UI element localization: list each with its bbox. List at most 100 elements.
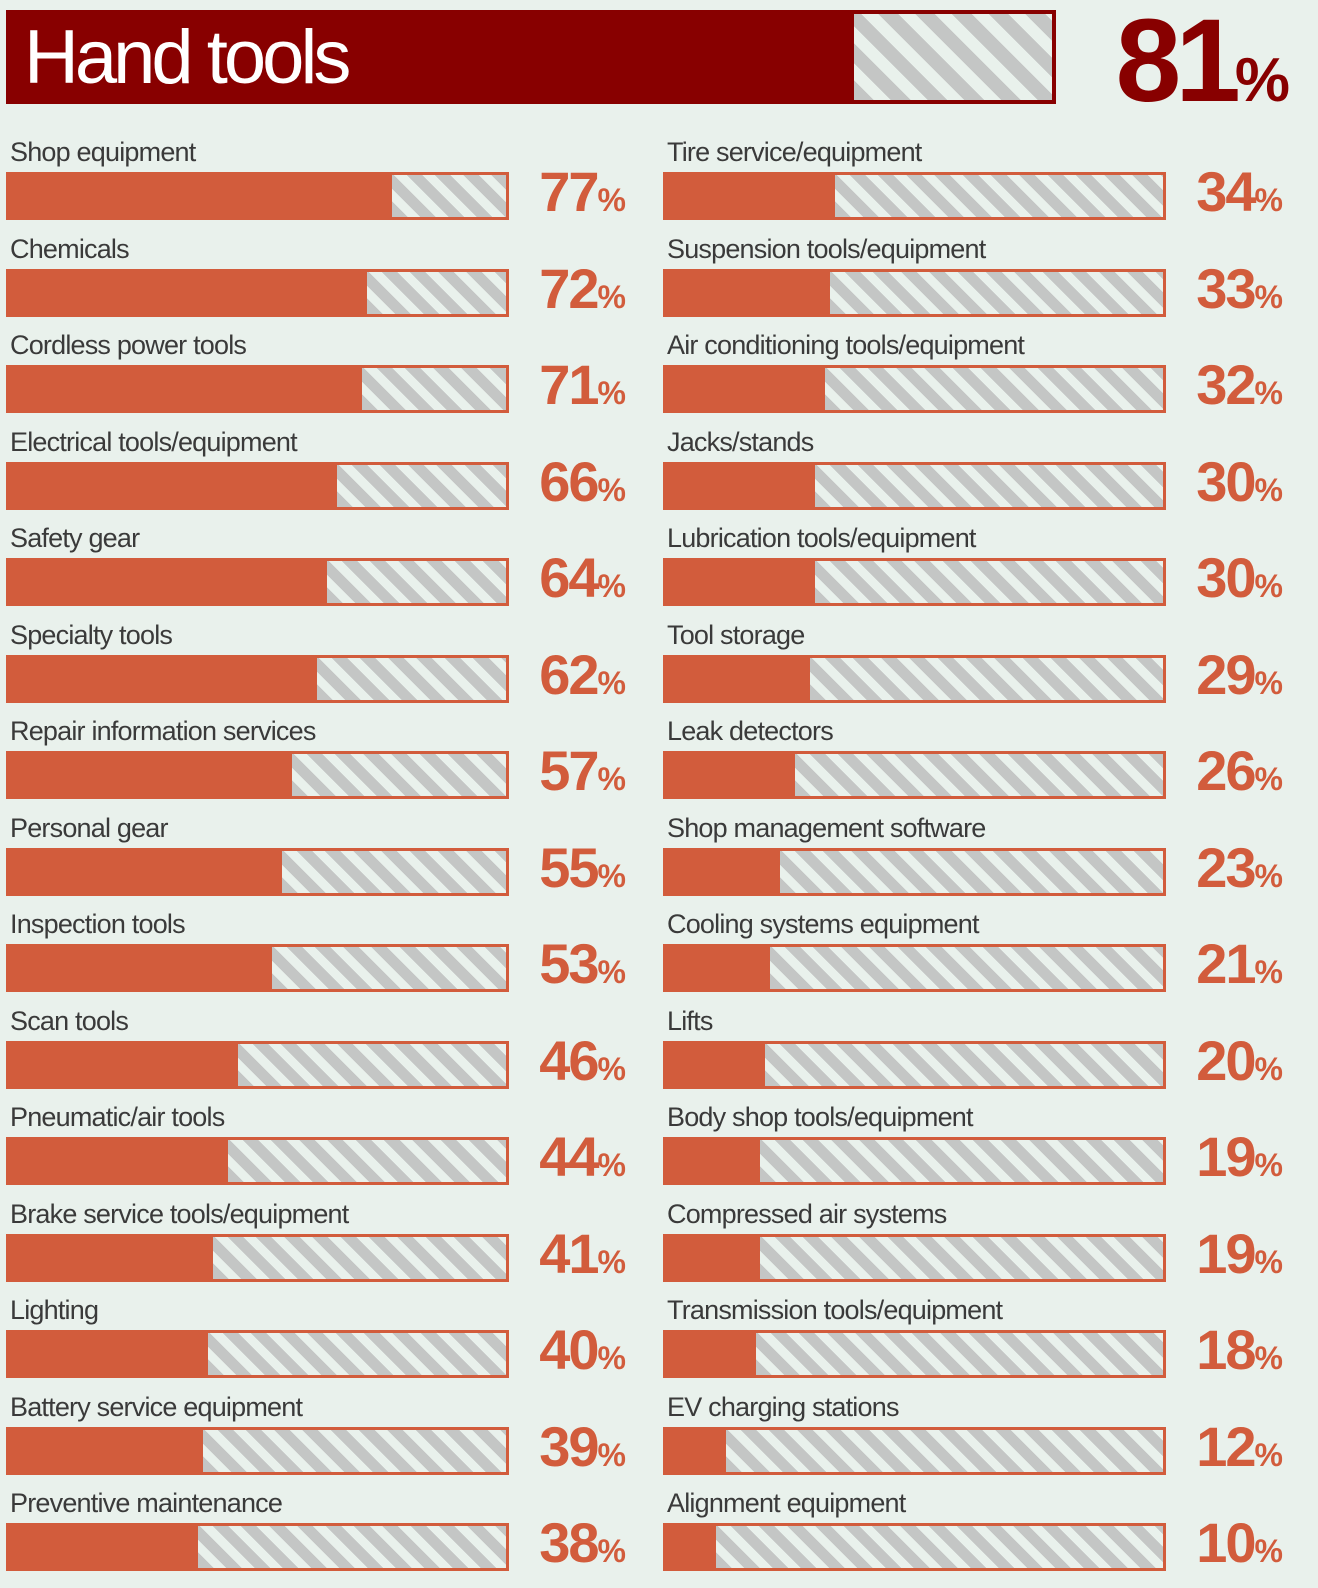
category-label: Lifts xyxy=(667,1006,713,1036)
bar-track xyxy=(6,558,509,606)
bar-fill xyxy=(666,368,825,410)
bar-remainder xyxy=(202,1430,506,1472)
bar-remainder xyxy=(825,368,1163,410)
value-label: 12% xyxy=(1196,1417,1283,1492)
bar-item: Tool storage 29% xyxy=(663,619,1283,715)
bar-remainder xyxy=(391,175,506,217)
value-number: 30 xyxy=(1196,546,1256,609)
value-label: 10% xyxy=(1196,1513,1283,1588)
category-label: Lubrication tools/equipment xyxy=(667,523,976,553)
percent-sign: % xyxy=(597,761,626,797)
category-label: Safety gear xyxy=(10,523,140,553)
bar-track xyxy=(663,1427,1166,1475)
category-label: Personal gear xyxy=(10,813,169,843)
bar-item: Suspension tools/equipment 33% xyxy=(663,233,1283,329)
value-label: 20% xyxy=(1196,1031,1283,1106)
bar-remainder xyxy=(282,851,506,893)
category-label: Specialty tools xyxy=(10,620,173,650)
bar-fill xyxy=(666,465,816,507)
value-label: 19% xyxy=(1196,1127,1283,1202)
value-label: 40% xyxy=(539,1320,626,1395)
bar-track xyxy=(663,1041,1166,1089)
value-label: 44% xyxy=(539,1127,626,1202)
bar-track xyxy=(6,365,509,413)
value-label: 33% xyxy=(1196,259,1283,334)
bar-track xyxy=(6,751,509,799)
bar-item: Pneumatic/air tools 44% xyxy=(6,1101,626,1197)
bar-remainder xyxy=(760,1237,1163,1279)
category-label: Tire service/equipment xyxy=(667,137,922,167)
bar-fill xyxy=(9,1140,228,1182)
value-number: 18 xyxy=(1196,1318,1256,1381)
bar-fill xyxy=(666,561,816,603)
value-label: 38% xyxy=(539,1513,626,1588)
bar-item: Compressed air systems 19% xyxy=(663,1198,1283,1294)
value-label: 53% xyxy=(539,934,626,1009)
bar-fill xyxy=(9,561,328,603)
value-number: 64 xyxy=(539,546,599,609)
value-number: 62 xyxy=(539,643,599,706)
bar-item: Tire service/equipment 34% xyxy=(663,136,1283,232)
bar-remainder xyxy=(810,658,1163,700)
bar-track xyxy=(6,944,509,992)
percent-sign: % xyxy=(1254,761,1283,797)
bar-item: Leak detectors 26% xyxy=(663,715,1283,811)
bar-remainder xyxy=(317,658,506,700)
value-number: 32 xyxy=(1196,353,1256,416)
percent-sign: % xyxy=(597,954,626,990)
bar-remainder xyxy=(715,1526,1163,1568)
value-number: 30 xyxy=(1196,450,1256,513)
category-label: Cordless power tools xyxy=(10,330,247,360)
value-number: 26 xyxy=(1196,739,1256,802)
bar-track xyxy=(663,1234,1166,1282)
value-number: 72 xyxy=(539,257,599,320)
bar-item: Repair information services 57% xyxy=(6,715,626,811)
value-number: 34 xyxy=(1196,160,1256,223)
value-number: 33 xyxy=(1196,257,1256,320)
value-label: 72% xyxy=(539,259,626,334)
bar-fill xyxy=(9,1333,208,1375)
value-number: 53 xyxy=(539,932,599,995)
percent-sign: % xyxy=(597,665,626,701)
bar-track xyxy=(6,462,509,510)
category-label: Tool storage xyxy=(667,620,805,650)
bar-fill xyxy=(9,1526,198,1568)
category-label: Preventive maintenance xyxy=(10,1488,283,1518)
bar-fill xyxy=(9,947,273,989)
bar-remainder xyxy=(835,175,1163,217)
bar-item: Lighting 40% xyxy=(6,1294,626,1390)
bar-track xyxy=(663,462,1166,510)
bar-item: Brake service tools/equipment 41% xyxy=(6,1198,626,1294)
bar-fill xyxy=(9,754,293,796)
percent-sign: % xyxy=(1254,1244,1283,1280)
bar-track xyxy=(663,558,1166,606)
percent-sign: % xyxy=(597,1533,626,1569)
value-label: 71% xyxy=(539,355,626,430)
bar-item: Shop equipment 77% xyxy=(6,136,626,232)
category-label: Suspension tools/equipment xyxy=(667,234,986,264)
category-label: EV charging stations xyxy=(667,1392,899,1422)
value-number: 19 xyxy=(1196,1125,1256,1188)
bar-remainder xyxy=(725,1430,1163,1472)
bar-fill xyxy=(9,175,392,217)
header-category-label: Hand tools xyxy=(24,15,351,100)
value-label: 30% xyxy=(1196,548,1283,623)
bar-item: Chemicals 72% xyxy=(6,233,626,329)
value-label: 19% xyxy=(1196,1224,1283,1299)
bar-track xyxy=(663,365,1166,413)
percent-sign: % xyxy=(597,568,626,604)
percent-sign: % xyxy=(1254,1147,1283,1183)
bar-track xyxy=(6,269,509,317)
bar-track xyxy=(663,944,1166,992)
percent-sign: % xyxy=(597,472,626,508)
value-label: 66% xyxy=(539,452,626,527)
category-label: Jacks/stands xyxy=(667,427,814,457)
bar-fill xyxy=(666,1140,761,1182)
bar-track xyxy=(6,848,509,896)
bar-item: Body shop tools/equipment 19% xyxy=(663,1101,1283,1197)
bar-fill xyxy=(9,658,318,700)
bar-remainder xyxy=(227,1140,506,1182)
bar-remainder xyxy=(795,754,1163,796)
bar-track xyxy=(6,1137,509,1185)
bar-remainder xyxy=(755,1333,1163,1375)
